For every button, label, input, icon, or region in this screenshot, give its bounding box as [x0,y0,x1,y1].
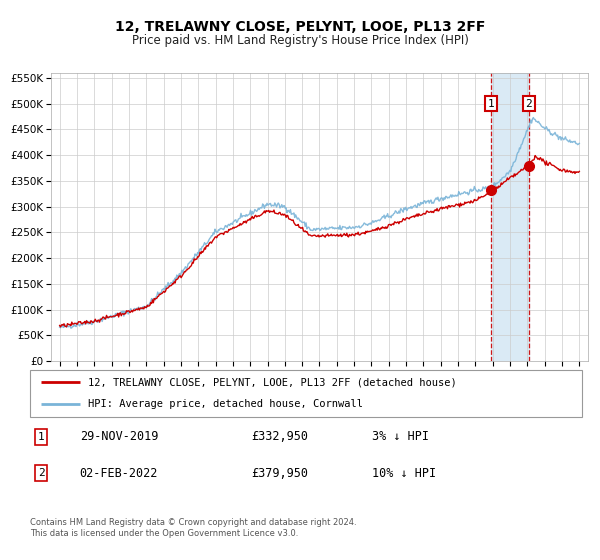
Text: 1: 1 [38,432,44,442]
Text: HPI: Average price, detached house, Cornwall: HPI: Average price, detached house, Corn… [88,399,363,409]
Text: 3% ↓ HPI: 3% ↓ HPI [372,431,429,444]
Text: 12, TRELAWNY CLOSE, PELYNT, LOOE, PL13 2FF: 12, TRELAWNY CLOSE, PELYNT, LOOE, PL13 2… [115,20,485,34]
FancyBboxPatch shape [30,370,582,417]
Text: £332,950: £332,950 [251,431,308,444]
Text: 29-NOV-2019: 29-NOV-2019 [80,431,158,444]
Text: This data is licensed under the Open Government Licence v3.0.: This data is licensed under the Open Gov… [30,529,298,538]
Text: 1: 1 [488,99,495,109]
Text: 10% ↓ HPI: 10% ↓ HPI [372,466,436,479]
Text: Price paid vs. HM Land Registry's House Price Index (HPI): Price paid vs. HM Land Registry's House … [131,34,469,46]
Text: 2: 2 [38,468,44,478]
Text: 12, TRELAWNY CLOSE, PELYNT, LOOE, PL13 2FF (detached house): 12, TRELAWNY CLOSE, PELYNT, LOOE, PL13 2… [88,377,457,388]
Text: 02-FEB-2022: 02-FEB-2022 [80,466,158,479]
Text: 2: 2 [526,99,532,109]
Text: Contains HM Land Registry data © Crown copyright and database right 2024.: Contains HM Land Registry data © Crown c… [30,518,356,527]
Text: £379,950: £379,950 [251,466,308,479]
Bar [491,73,529,361]
